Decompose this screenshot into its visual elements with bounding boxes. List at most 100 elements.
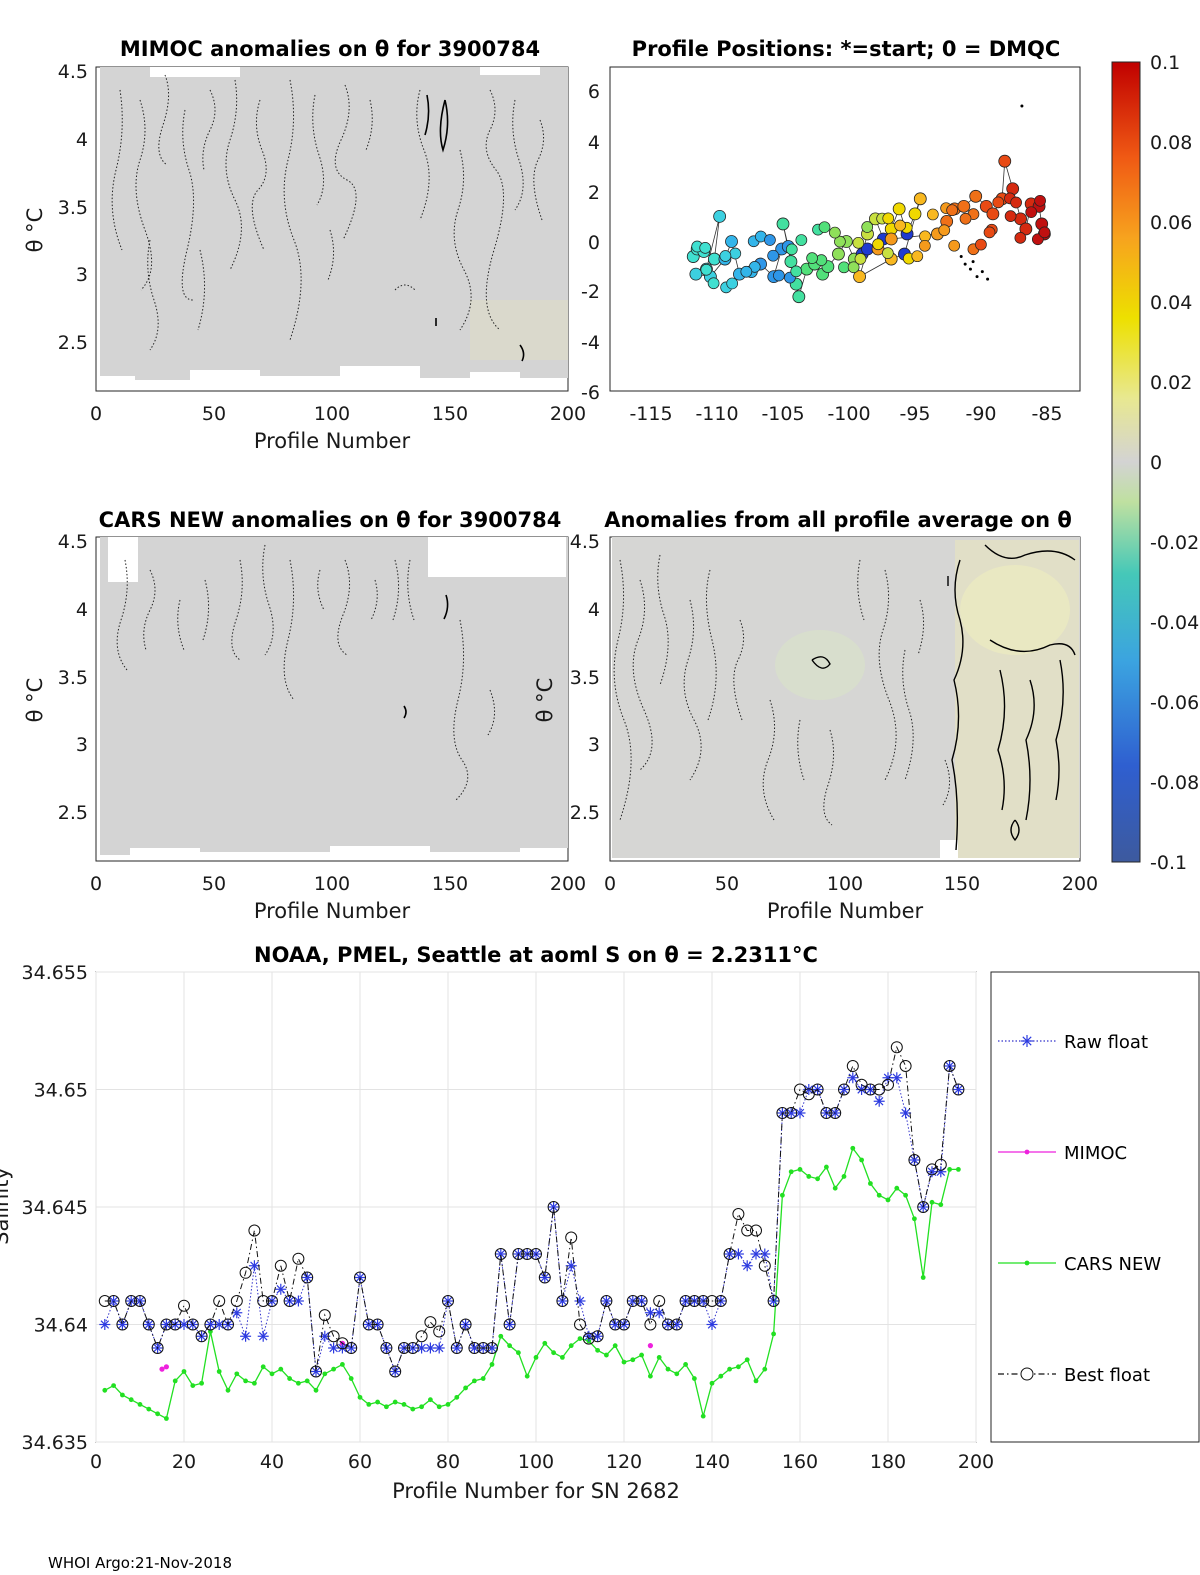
best-float-point bbox=[530, 1248, 542, 1260]
best-float-point bbox=[899, 1060, 912, 1072]
best-float-point bbox=[345, 1342, 358, 1354]
profile-position-marker bbox=[894, 219, 906, 232]
positions-xtick-label: -85 bbox=[1031, 403, 1062, 425]
cars-new-point bbox=[665, 1366, 671, 1372]
cars-ylabel: θ °C bbox=[23, 678, 47, 723]
cars-xtick-label: 0 bbox=[90, 873, 102, 895]
positions-ytick-label: 6 bbox=[588, 81, 600, 103]
cars-new-point bbox=[753, 1378, 759, 1384]
colorbar-tick-label: 0.06 bbox=[1150, 212, 1192, 234]
cars-new-point bbox=[621, 1359, 627, 1365]
positions-xtick-label: -90 bbox=[965, 403, 996, 425]
chart-ytick-label: 34.65 bbox=[34, 1080, 88, 1102]
cars-new-point bbox=[287, 1376, 292, 1381]
best-float-point bbox=[468, 1342, 481, 1354]
cars-new-point bbox=[850, 1145, 856, 1151]
best-float-point bbox=[230, 1295, 243, 1307]
cars-new-point bbox=[489, 1362, 495, 1367]
raw-float-point bbox=[741, 1260, 753, 1272]
profile-position-marker bbox=[776, 217, 790, 231]
raw-float-point bbox=[160, 1319, 172, 1330]
legend-marker bbox=[1020, 1367, 1034, 1381]
chart-xticks: 0 20 40 60 80 100 120 140 160 180 200 bbox=[90, 1451, 994, 1473]
positions-ytick-label: -4 bbox=[581, 332, 600, 354]
profile-position-marker bbox=[998, 154, 1012, 168]
cars-new-point bbox=[577, 1336, 583, 1341]
best-float-point bbox=[213, 1295, 226, 1307]
best-float-point bbox=[512, 1248, 525, 1260]
cars-new-point bbox=[806, 1174, 812, 1179]
positions-track bbox=[686, 104, 1051, 304]
colorbar-tick-label: -0.08 bbox=[1150, 772, 1199, 794]
colorbar-tick-label: 0.08 bbox=[1150, 132, 1192, 154]
cars-new-point bbox=[824, 1164, 829, 1170]
chart-xtick-label: 20 bbox=[172, 1451, 196, 1473]
cars-xticks: 0 50 100 150 200 bbox=[90, 873, 586, 895]
best-float-point bbox=[556, 1295, 569, 1307]
chart-xtick-label: 0 bbox=[90, 1451, 102, 1473]
profile-position-marker bbox=[926, 208, 939, 221]
cars-new-point bbox=[410, 1406, 416, 1412]
cars-new-point bbox=[709, 1380, 715, 1386]
cars-new-point bbox=[692, 1376, 697, 1381]
cars-new-point bbox=[428, 1397, 433, 1403]
raw-float-point bbox=[759, 1248, 771, 1260]
best-float-point bbox=[864, 1083, 877, 1096]
best-float-point bbox=[582, 1332, 595, 1345]
raw-float-point bbox=[750, 1248, 762, 1260]
best-float-point bbox=[486, 1342, 498, 1354]
cars-new-point bbox=[630, 1357, 636, 1363]
profile-position-marker bbox=[1019, 222, 1033, 236]
raw-float-point bbox=[574, 1295, 586, 1307]
best-float-point bbox=[380, 1342, 393, 1354]
cars-new-point bbox=[507, 1343, 512, 1349]
best-float-point bbox=[160, 1318, 173, 1331]
profile-position-marker bbox=[1010, 196, 1022, 209]
cars-new-point bbox=[938, 1202, 944, 1208]
allavg-ytick-label: 4 bbox=[588, 599, 600, 621]
cars-new-point bbox=[190, 1383, 196, 1388]
best-float-point bbox=[846, 1060, 859, 1072]
positions-ytick-label: 2 bbox=[588, 182, 600, 204]
positions-xtick-label: -105 bbox=[761, 403, 804, 425]
legend-entry: Raw float bbox=[998, 1032, 1148, 1053]
cars-new-point bbox=[736, 1364, 741, 1370]
best-float-point bbox=[125, 1295, 138, 1307]
best-float-point bbox=[714, 1295, 727, 1307]
chart-xtick-label: 120 bbox=[606, 1451, 642, 1473]
raw-float-point bbox=[99, 1319, 111, 1330]
best-float-point bbox=[389, 1365, 402, 1378]
dmqc-marker bbox=[1020, 104, 1024, 108]
cars-new-point bbox=[445, 1402, 451, 1407]
chart-legend: Raw float MIMOC CARS NEW Best float bbox=[990, 971, 1200, 1443]
best-float-point bbox=[257, 1295, 270, 1307]
cars-new-point bbox=[384, 1404, 389, 1410]
cars-new-point bbox=[516, 1350, 521, 1356]
mimoc-point bbox=[163, 1364, 169, 1370]
legend-entry: Best float bbox=[998, 1365, 1150, 1386]
best-float-line bbox=[104, 1045, 959, 1373]
cars-new-point bbox=[551, 1350, 556, 1356]
best-float-point bbox=[327, 1330, 340, 1343]
cars-field bbox=[100, 537, 568, 855]
allavg-xtick-label: 150 bbox=[944, 873, 980, 895]
legend-box bbox=[990, 971, 1200, 1443]
cars-new-point bbox=[357, 1394, 363, 1400]
best-float-point bbox=[274, 1259, 287, 1272]
best-float-point bbox=[626, 1295, 639, 1307]
raw-float-point bbox=[592, 1330, 604, 1342]
positions-ytick-label: -2 bbox=[581, 281, 600, 303]
profile-position-marker bbox=[725, 235, 738, 248]
legend-label: Best float bbox=[1064, 1365, 1150, 1386]
best-float-point bbox=[362, 1318, 375, 1331]
raw-float-point bbox=[231, 1307, 243, 1319]
best-float-point bbox=[679, 1295, 692, 1307]
best-float-point bbox=[424, 1316, 437, 1329]
profile-position-marker bbox=[792, 290, 806, 304]
best-float-point bbox=[415, 1330, 428, 1343]
profile-position-marker bbox=[913, 192, 927, 206]
profile-position-marker bbox=[959, 212, 972, 225]
mimoc-point bbox=[159, 1366, 165, 1372]
chart-ytick-label: 34.635 bbox=[22, 1432, 88, 1454]
cars-xtick-label: 150 bbox=[432, 873, 468, 895]
